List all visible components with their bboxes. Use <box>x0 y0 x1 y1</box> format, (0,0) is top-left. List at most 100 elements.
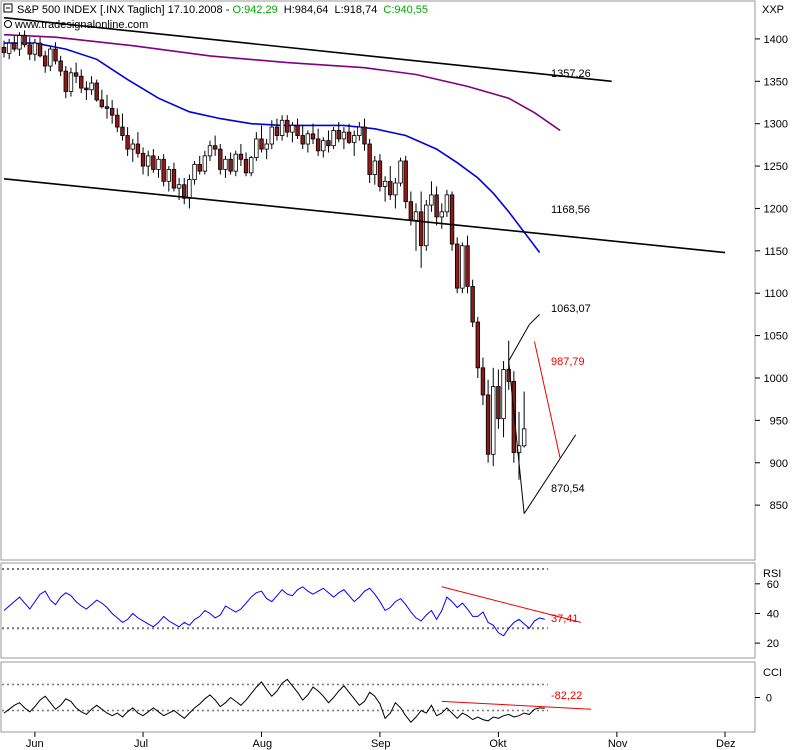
candle-body <box>259 138 264 150</box>
month-label: Dez <box>716 738 736 750</box>
candle-body <box>300 135 305 145</box>
candle-body <box>315 138 321 152</box>
trend-line <box>508 324 530 362</box>
candle-body <box>63 70 68 92</box>
price-tick-label: 850 <box>770 500 788 512</box>
symbol-text: S&P 500 INDEX [.INX Taglich] 17.10.2008 … <box>17 4 230 16</box>
candle-body <box>501 369 506 420</box>
candle-body <box>192 163 197 181</box>
candle-body <box>32 42 38 55</box>
candle-body <box>346 131 352 143</box>
candle-body <box>460 245 465 289</box>
candle-body <box>6 42 12 54</box>
candle-body <box>254 138 259 158</box>
trend-line <box>508 360 525 514</box>
candle-body <box>17 35 22 50</box>
price-tick-label: 1400 <box>764 34 788 46</box>
cci-trend-line <box>441 700 592 710</box>
candle-body <box>357 126 362 136</box>
candle-body <box>53 48 58 62</box>
candle-body <box>341 131 347 140</box>
cci-label: CCI <box>763 667 782 679</box>
candle-body <box>207 145 213 157</box>
candle-body <box>27 44 32 55</box>
candle-body <box>321 140 326 152</box>
price-tick-label: 1300 <box>764 119 788 131</box>
candle-body <box>48 48 53 67</box>
price-tick-label: 1000 <box>764 373 788 385</box>
candle-body <box>73 72 79 77</box>
candle-body <box>511 380 517 453</box>
candle-body <box>120 126 125 136</box>
trend-value-label: 987,79 <box>551 356 585 368</box>
candle-body <box>274 126 280 136</box>
price-tick-label: 1200 <box>764 203 788 215</box>
trend-lines: 1357,26 1168,56 1063,07 870,54 987,79 <box>3 16 726 514</box>
candle-body <box>285 119 290 133</box>
rsi-trend-label: 37,41 <box>551 613 579 625</box>
candlesticks <box>1 30 527 480</box>
candle-body <box>58 60 63 72</box>
candle-body <box>238 153 244 160</box>
candle-body <box>176 184 182 189</box>
candle-body <box>372 160 377 175</box>
cci-trend-label: -82,22 <box>551 690 582 702</box>
candle-body <box>403 160 408 203</box>
candle-body <box>408 201 414 221</box>
candle-body <box>1 46 7 53</box>
candle-body <box>187 179 192 199</box>
moving-average-line <box>3 33 561 132</box>
candle-body <box>434 194 439 218</box>
cci-tick-label: 0 <box>766 693 772 705</box>
rsi-y-axis: 20 40 60 <box>755 579 779 650</box>
price-y-axis: 850 900 950 1000 1050 1100 1150 1200 1250 1300 135… <box>755 34 788 512</box>
trend-line <box>3 16 612 83</box>
trend-value-label: 870,54 <box>551 483 585 495</box>
candle-body <box>388 180 393 196</box>
rsi-series: 37,41 <box>2 567 581 637</box>
month-label: Sep <box>371 738 391 750</box>
candle-body <box>290 124 295 133</box>
candle-body <box>429 194 434 206</box>
trend-line <box>523 434 577 514</box>
price-scale-label: XXP <box>762 4 784 16</box>
trend-line <box>528 314 540 325</box>
candle-body <box>470 286 475 323</box>
candle-body <box>248 157 254 174</box>
candle-body <box>269 126 274 145</box>
cci-panel <box>0 661 756 733</box>
open-value: O:942,29 <box>232 4 277 16</box>
rsi-tick-label: 40 <box>767 608 779 620</box>
candle-body <box>145 155 151 167</box>
candle-body <box>22 35 27 46</box>
high-value: H:984,64 <box>284 4 329 16</box>
candle-body <box>156 158 161 170</box>
candle-body <box>223 158 228 170</box>
month-label: Jul <box>134 738 148 750</box>
x-axis: Jun Jul Aug Sep Okt Nov Dez <box>26 732 736 750</box>
candle-body <box>135 143 141 154</box>
candle-body <box>418 211 424 247</box>
copyright-icon <box>4 20 12 28</box>
trend-line <box>3 177 726 254</box>
candle-body <box>89 82 94 91</box>
trend-value-label: 1168,56 <box>551 204 590 216</box>
candle-body <box>202 155 208 172</box>
candle-body <box>104 106 110 109</box>
candle-body <box>465 245 470 287</box>
candle-body <box>351 135 357 143</box>
candle-body <box>491 386 496 455</box>
candle-body <box>439 211 444 218</box>
candle-body <box>212 145 218 150</box>
trend-line <box>533 341 561 459</box>
candle-body <box>326 140 331 147</box>
price-tick-label: 1050 <box>764 331 788 343</box>
candle-body <box>279 119 285 136</box>
candle-body <box>140 152 146 167</box>
candle-body <box>480 367 486 396</box>
candle-body <box>130 143 135 150</box>
cci-line <box>3 678 545 723</box>
month-label: Jun <box>26 738 44 750</box>
candle-body <box>496 386 501 420</box>
